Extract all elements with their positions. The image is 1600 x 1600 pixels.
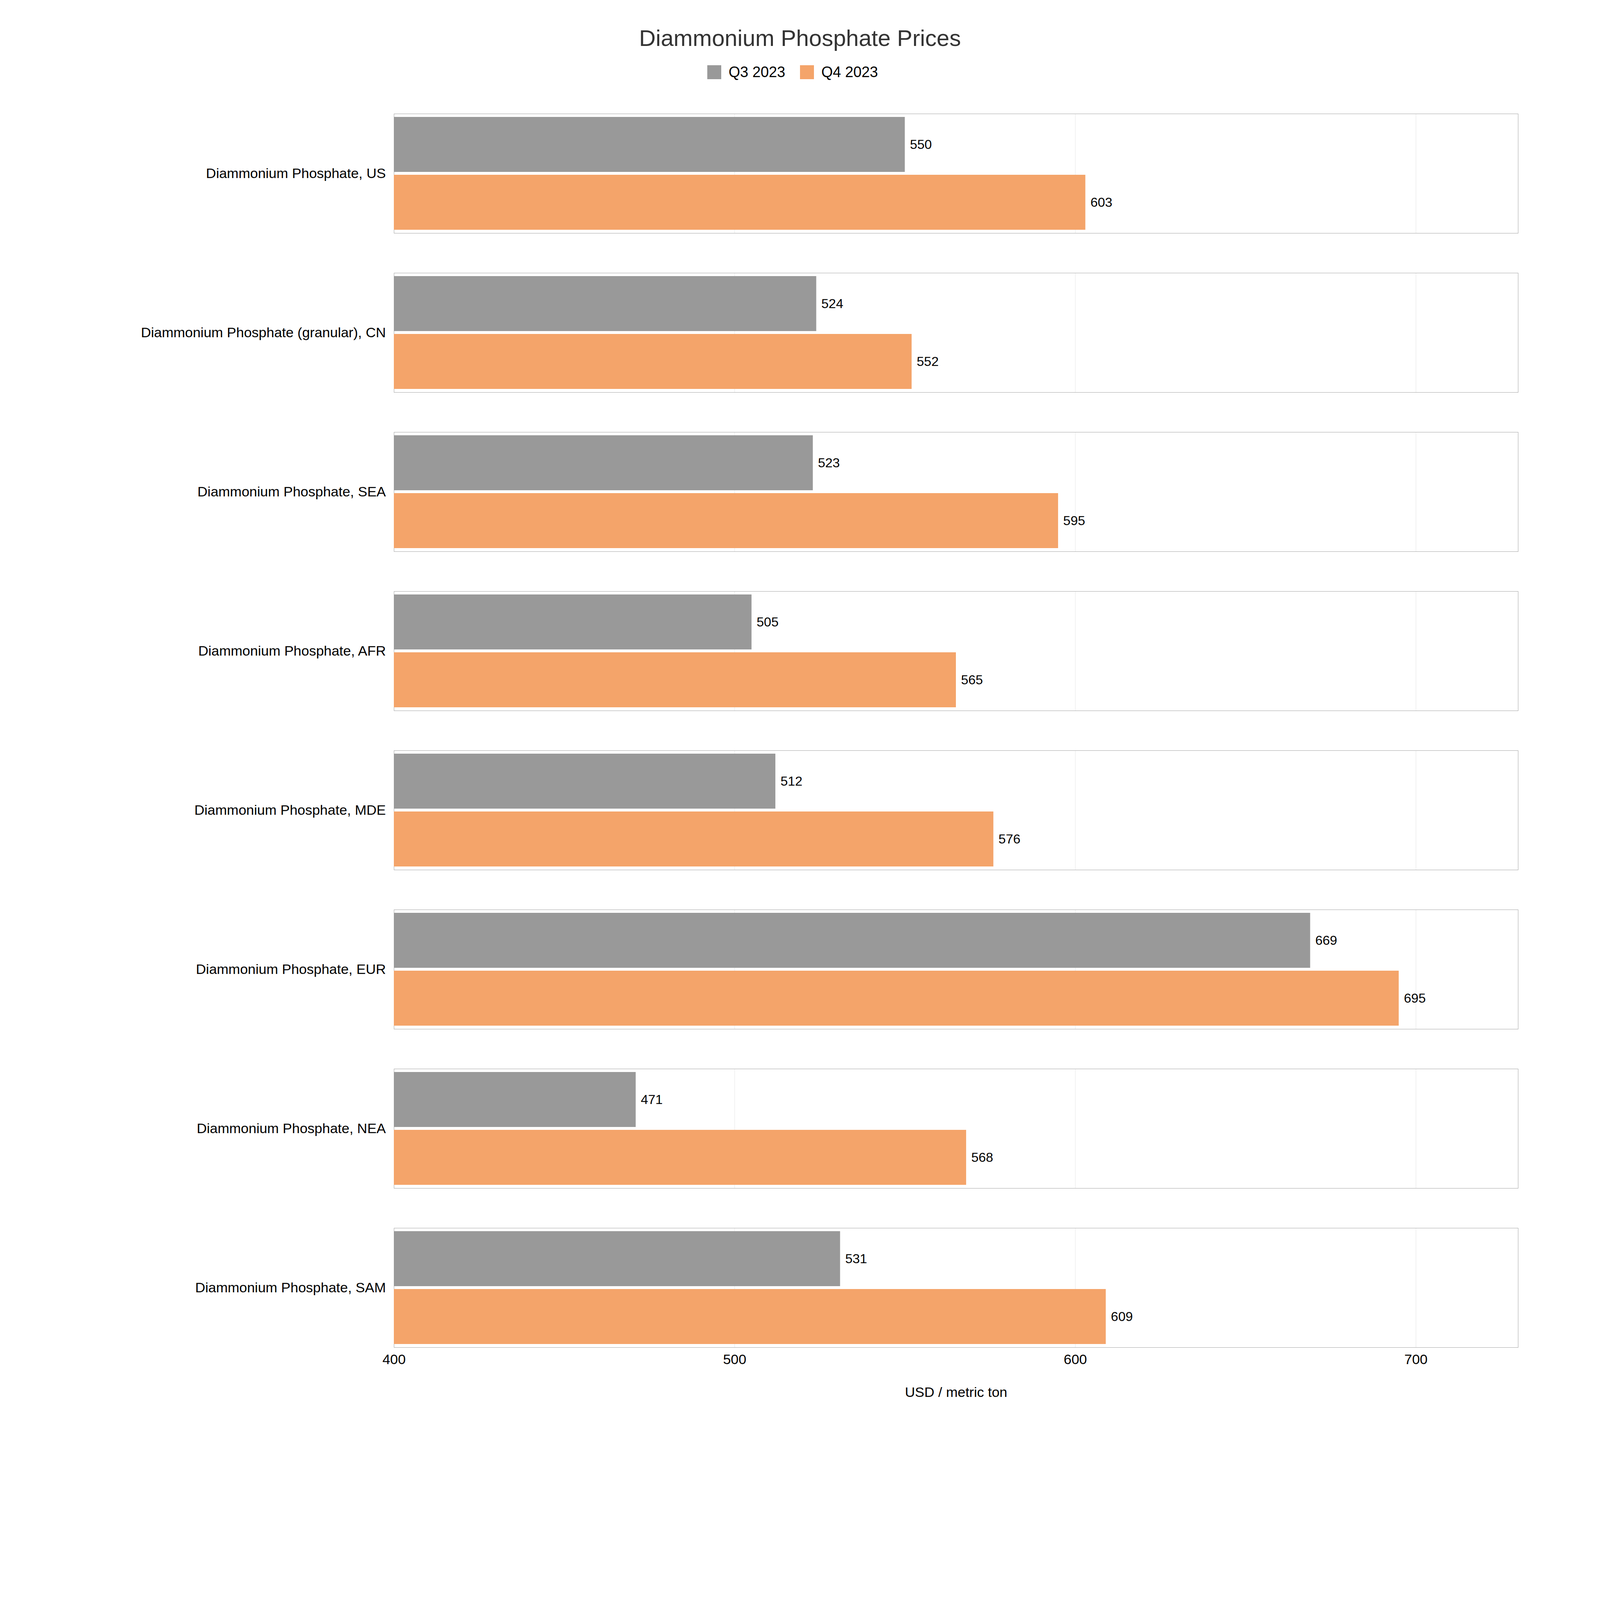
svg-text:523: 523 [818, 455, 840, 471]
svg-text:568: 568 [971, 1149, 993, 1165]
svg-text:Diammonium Phosphate (granular: Diammonium Phosphate (granular), CN [140, 324, 386, 341]
svg-text:669: 669 [1315, 932, 1338, 948]
svg-text:500: 500 [722, 1351, 747, 1367]
svg-text:Diammonium Phosphate, SEA: Diammonium Phosphate, SEA [197, 483, 387, 500]
html-text:Q4 2023: Q4 2023 [821, 63, 878, 81]
svg-text:550: 550 [909, 137, 932, 152]
svg-text:USD / metric ton: USD / metric ton [905, 1384, 1008, 1400]
svg-text:576: 576 [998, 831, 1021, 847]
svg-text:400: 400 [382, 1351, 406, 1367]
svg-text:603: 603 [1090, 194, 1113, 210]
svg-text:Diammonium Phosphate, NEA: Diammonium Phosphate, NEA [196, 1120, 386, 1136]
svg-text:471: 471 [640, 1092, 663, 1107]
svg-text:609: 609 [1110, 1309, 1133, 1324]
svg-text:Diammonium Phosphate, MDE: Diammonium Phosphate, MDE [194, 802, 387, 818]
svg-text:Diammonium Phosphate, EUR: Diammonium Phosphate, EUR [196, 961, 387, 977]
html-text:Diammonium Phosphate Prices: Diammonium Phosphate Prices [639, 25, 961, 51]
svg-text:695: 695 [1403, 990, 1426, 1006]
svg-text:600: 600 [1063, 1351, 1088, 1367]
svg-text:595: 595 [1063, 513, 1086, 528]
svg-text:700: 700 [1404, 1351, 1428, 1367]
svg-text:565: 565 [961, 672, 983, 688]
svg-text:531: 531 [845, 1251, 867, 1267]
svg-text:505: 505 [756, 614, 779, 630]
svg-text:Diammonium Phosphate, US: Diammonium Phosphate, US [205, 165, 386, 181]
svg-text:552: 552 [916, 354, 939, 369]
svg-text:512: 512 [780, 773, 803, 789]
svg-text:Diammonium Phosphate, SAM: Diammonium Phosphate, SAM [195, 1279, 387, 1296]
svg-text:Diammonium Phosphate, AFR: Diammonium Phosphate, AFR [198, 642, 386, 659]
html-text:Q3 2023: Q3 2023 [728, 63, 786, 81]
svg-text:524: 524 [821, 296, 844, 311]
